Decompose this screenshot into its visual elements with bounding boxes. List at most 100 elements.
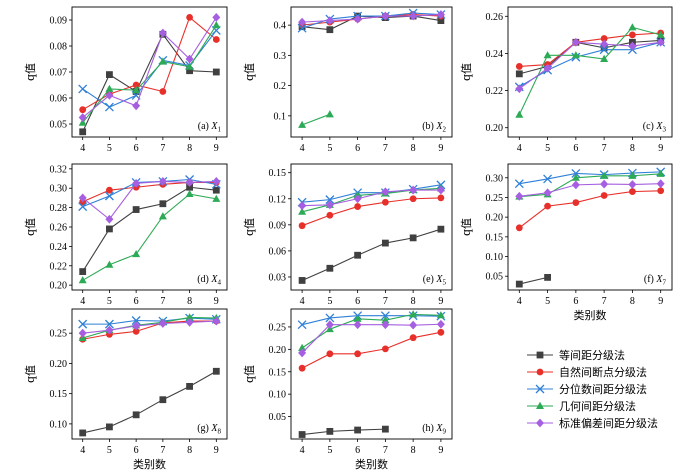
x-tick-label: 7 — [602, 296, 607, 307]
data-point — [515, 280, 523, 288]
plot-frame — [507, 6, 673, 138]
data-point — [185, 54, 194, 64]
y-axis-label: q值 — [460, 218, 473, 236]
chart-panel-1: 4 5 6 7 8 9 0.05 0.06 0.07 0.08 0.09 q值 (a) X1 — [24, 6, 228, 154]
x-tick-label: 7 — [160, 445, 165, 456]
x-tick-label: 6 — [134, 445, 139, 456]
data-point — [106, 225, 113, 233]
data-point — [571, 168, 581, 178]
data-point — [78, 84, 88, 94]
y-tick-label: 0.32 — [50, 164, 68, 175]
legend-label: 分位数间距分级法 — [559, 382, 647, 396]
y-tick-label: 0.24 — [486, 49, 504, 60]
data-point — [628, 41, 637, 51]
series-line — [82, 320, 217, 334]
data-point — [158, 319, 167, 328]
y-tick-label: 0.20 — [486, 123, 504, 134]
legend-entry: 标准偏差间距分级法 — [527, 416, 658, 430]
data-point — [436, 311, 445, 319]
series-2 — [515, 187, 665, 232]
x-tick-label: 4 — [517, 296, 522, 307]
series-1 — [515, 274, 551, 288]
data-point — [325, 16, 334, 26]
y-axis-label: q值 — [24, 63, 37, 81]
data-point — [158, 177, 167, 186]
y-tick-label: 0.2 — [274, 81, 287, 92]
data-point — [536, 368, 544, 376]
x-axis-label: 类别数 — [133, 457, 166, 470]
data-point — [409, 11, 418, 21]
data-point — [571, 51, 580, 59]
data-point — [106, 71, 113, 78]
series-line — [82, 24, 217, 124]
series-line — [301, 313, 441, 349]
x-tick-label: 4 — [300, 296, 305, 307]
data-point — [656, 169, 665, 177]
x-tick-label: 8 — [630, 143, 635, 154]
data-point — [600, 35, 608, 42]
data-point — [536, 418, 544, 428]
data-point — [536, 401, 544, 409]
series-line — [82, 180, 217, 221]
data-point — [354, 350, 362, 358]
y-tick-label: 0.26 — [486, 12, 504, 23]
data-point — [78, 193, 87, 203]
data-point — [158, 212, 167, 220]
data-point — [381, 425, 389, 433]
y-tick-label: 0.10 — [486, 252, 504, 263]
y-axis-label: q值 — [460, 63, 473, 81]
data-point — [104, 102, 114, 112]
legend-entry: 几何间距分级法 — [527, 399, 636, 413]
series-line — [82, 16, 217, 111]
y-tick-label: 0.03 — [269, 272, 287, 283]
data-point — [212, 194, 221, 202]
data-point — [212, 186, 220, 194]
y-tick-label: 0.24 — [50, 242, 68, 253]
data-point — [158, 28, 167, 38]
data-point — [536, 351, 544, 359]
data-point — [104, 319, 114, 329]
legend-entry: 自然间断点分级法 — [527, 365, 647, 379]
data-point — [298, 17, 307, 27]
data-point — [514, 179, 524, 189]
data-point — [212, 36, 220, 43]
chart-panel-5: 4 5 6 7 8 9 0.03 0.06 0.09 0.12 0.15 q值 (e) X5 — [243, 163, 453, 307]
y-tick-label: 0.30 — [50, 184, 68, 195]
data-point — [158, 57, 167, 65]
series-line — [302, 15, 441, 31]
series-line — [519, 39, 661, 75]
data-point — [78, 113, 87, 122]
series-line — [301, 315, 441, 326]
y-tick-label: 0.07 — [50, 68, 68, 79]
y-tick-label: 0.30 — [486, 173, 504, 184]
legend-label: 标准偏差间距分级法 — [559, 416, 658, 430]
x-tick-label: 4 — [300, 445, 305, 456]
data-point — [600, 192, 608, 199]
series-5 — [78, 316, 221, 338]
x-tick-label: 5 — [327, 143, 332, 154]
series-4 — [298, 184, 445, 215]
y-axis-label: q值 — [243, 218, 256, 236]
data-point — [381, 187, 390, 197]
x-tick-label: 5 — [545, 296, 550, 307]
data-point — [629, 188, 636, 195]
data-point — [132, 86, 141, 94]
data-point — [298, 207, 307, 215]
x-tick-label: 9 — [214, 445, 219, 456]
series-line — [301, 197, 441, 227]
x-tick-label: 7 — [160, 296, 165, 307]
y-tick-label: 0.20 — [50, 281, 68, 292]
data-point — [381, 11, 390, 21]
x-tick-label: 9 — [438, 296, 443, 307]
data-point — [78, 118, 87, 126]
series-5 — [298, 185, 445, 211]
data-point — [159, 200, 167, 208]
x-tick-label: 6 — [355, 445, 360, 456]
y-tick-label: 0.05 — [269, 412, 287, 423]
data-point — [628, 23, 637, 31]
series-line — [82, 316, 217, 339]
